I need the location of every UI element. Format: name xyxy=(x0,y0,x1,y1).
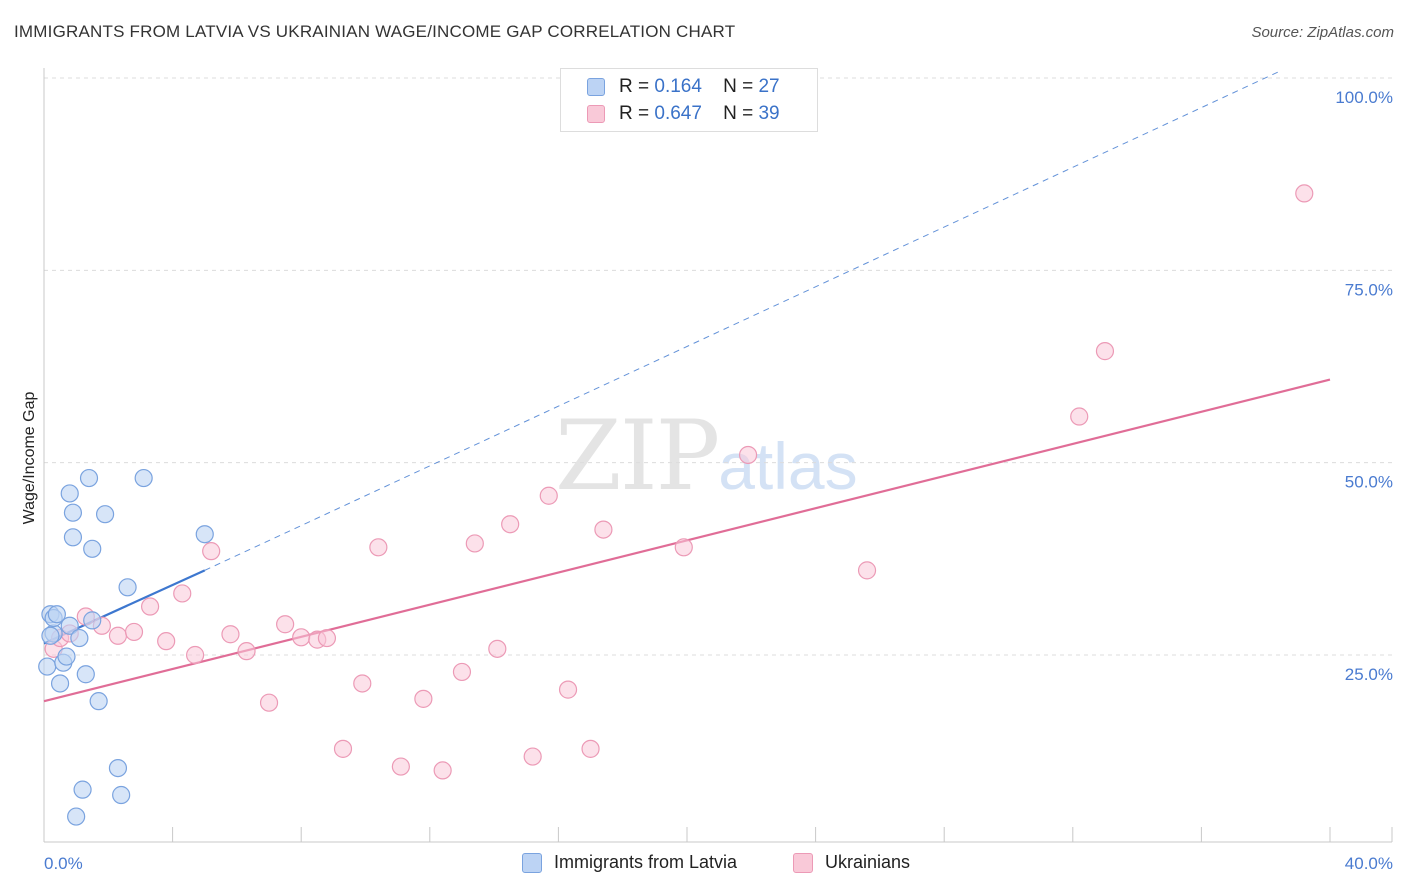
point-latvia-20 xyxy=(95,505,115,524)
point-ukrainians-7 xyxy=(140,597,160,616)
point-ukrainians-24 xyxy=(433,761,452,780)
point-latvia-25 xyxy=(195,525,214,544)
point-ukrainians-22 xyxy=(391,757,410,776)
grid-lines xyxy=(44,77,1392,656)
point-ukrainians-20 xyxy=(353,674,372,693)
chart-title: IMMIGRANTS FROM LATVIA VS UKRAINIAN WAGE… xyxy=(14,22,736,41)
point-ukrainians-27 xyxy=(488,639,507,658)
point-latvia-5 xyxy=(50,674,70,693)
legend-n-value: 39 xyxy=(758,103,780,124)
point-latvia-8 xyxy=(60,616,79,635)
point-ukrainians-36 xyxy=(857,561,877,580)
y-tick-label-75: 75.0% xyxy=(1345,280,1393,299)
trend-line-latvia-extended xyxy=(204,69,1282,571)
bottom-legend-label-latvia: Immigrants from Latvia xyxy=(554,852,738,872)
point-latvia-9 xyxy=(60,484,79,503)
point-ukrainians-15 xyxy=(276,615,295,634)
point-ukrainians-37 xyxy=(1070,407,1089,426)
point-latvia-22 xyxy=(112,785,131,805)
watermark-zip: ZIP xyxy=(555,400,720,512)
legend-swatch-blue xyxy=(587,78,605,96)
legend-r-label: R = xyxy=(619,76,650,97)
point-ukrainians-33 xyxy=(594,520,613,539)
point-latvia-21 xyxy=(108,758,128,778)
point-latvia-15 xyxy=(76,665,95,684)
legend-r-value: 0.164 xyxy=(654,76,702,97)
axes xyxy=(43,68,1393,843)
point-ukrainians-13 xyxy=(237,642,256,661)
point-latvia-13 xyxy=(70,628,89,648)
bottom-legend-swatch-pink xyxy=(793,853,813,873)
point-ukrainians-21 xyxy=(369,538,388,557)
point-latvia-11 xyxy=(63,528,83,547)
data-points xyxy=(38,184,1314,826)
point-latvia-23 xyxy=(118,578,137,597)
point-ukrainians-28 xyxy=(501,515,520,534)
point-ukrainians-6 xyxy=(124,622,144,642)
legend-n-label: N = xyxy=(723,103,754,124)
trend-lines xyxy=(43,69,1331,703)
watermark-atlas: atlas xyxy=(718,429,858,503)
legend-swatch-pink xyxy=(587,105,605,123)
point-ukrainians-26 xyxy=(465,534,484,553)
point-latvia-14 xyxy=(73,780,92,799)
bottom-legend-label-ukrainians: Ukrainians xyxy=(825,852,911,872)
legend-r-value: 0.647 xyxy=(654,103,702,124)
point-ukrainians-10 xyxy=(186,645,205,665)
point-latvia-7 xyxy=(57,647,76,666)
correlation-legend: R = 0.164 N = 27 R = 0.647 N = 39 xyxy=(560,68,818,132)
point-latvia-19 xyxy=(89,692,108,711)
point-ukrainians-23 xyxy=(414,689,433,708)
point-latvia-18 xyxy=(83,539,102,558)
point-latvia-0 xyxy=(38,657,57,676)
point-ukrainians-34 xyxy=(674,538,693,557)
point-latvia-4 xyxy=(47,605,66,624)
point-ukrainians-16 xyxy=(292,628,311,647)
point-ukrainians-32 xyxy=(581,739,600,758)
point-ukrainians-25 xyxy=(452,662,472,682)
point-ukrainians-29 xyxy=(523,747,542,766)
watermark: ZIPatlas xyxy=(555,400,858,512)
point-ukrainians-18 xyxy=(317,628,337,648)
point-ukrainians-38 xyxy=(1095,342,1115,361)
source-label: Source: ZipAtlas.com xyxy=(1251,24,1394,41)
x-tick-label-end: 40.0% xyxy=(1345,854,1393,873)
bottom-legend-swatch-blue xyxy=(522,853,542,873)
point-ukrainians-35 xyxy=(738,445,758,465)
point-latvia-10 xyxy=(63,503,83,522)
point-latvia-24 xyxy=(134,468,153,488)
legend-n-value: 27 xyxy=(758,76,780,97)
axis-labels: 25.0% 50.0% 75.0% 100.0% 0.0% 40.0% Wage/Incom… xyxy=(21,88,1393,873)
point-ukrainians-5 xyxy=(108,626,128,645)
legend-r-label: R = xyxy=(619,103,650,124)
point-ukrainians-39 xyxy=(1295,184,1314,203)
point-latvia-16 xyxy=(79,468,99,488)
y-tick-label-25: 25.0% xyxy=(1345,665,1393,684)
y-tick-label-50: 50.0% xyxy=(1345,473,1393,492)
point-ukrainians-11 xyxy=(202,542,221,561)
x-tick-label-start: 0.0% xyxy=(44,854,83,873)
point-ukrainians-14 xyxy=(259,693,279,712)
point-latvia-26 xyxy=(41,626,60,645)
legend-n-label: N = xyxy=(723,76,754,97)
point-ukrainians-9 xyxy=(173,584,192,603)
point-latvia-12 xyxy=(67,807,86,826)
point-ukrainians-19 xyxy=(333,739,353,758)
point-ukrainians-8 xyxy=(157,632,176,651)
point-ukrainians-12 xyxy=(221,625,240,644)
point-ukrainians-31 xyxy=(558,680,578,699)
point-ukrainians-30 xyxy=(539,486,558,505)
y-tick-label-100: 100.0% xyxy=(1335,88,1393,107)
point-latvia-17 xyxy=(83,611,102,630)
y-axis-title: Wage/Income Gap xyxy=(21,392,38,525)
